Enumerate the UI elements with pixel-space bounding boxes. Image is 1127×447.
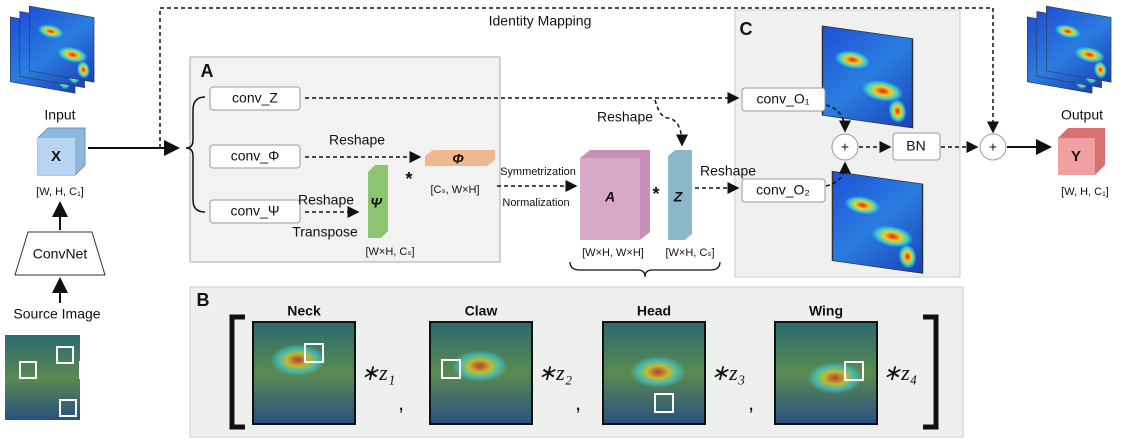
part-name: Claw: [465, 303, 498, 319]
bracket: [229, 314, 245, 430]
conv-box: [209, 86, 301, 111]
bn-box: [892, 132, 941, 161]
identity-arrow: [159, 7, 999, 148]
op: *: [652, 184, 659, 204]
conv-box: [741, 178, 826, 203]
conv-box: [209, 199, 301, 224]
conv-box: [741, 87, 826, 112]
source-label: Source Image: [13, 306, 100, 322]
coefficient: ∗z₄: [883, 360, 918, 385]
conv-label: conv_Φ: [231, 148, 280, 164]
separator: ,: [398, 390, 404, 415]
conv-label: conv_Ψ: [230, 203, 279, 219]
affinity-face: [580, 158, 640, 240]
panel-label: A: [201, 61, 214, 81]
symmetrization-label: Symmetrization: [500, 166, 576, 178]
output-label: Output: [1061, 107, 1103, 123]
phi-shape: [Cₛ, W×H]: [430, 184, 479, 196]
phi-bar: [425, 150, 495, 166]
input-label: Input: [44, 107, 75, 123]
reshape-label: Reshape: [700, 163, 756, 179]
phi-symbol: Φ: [452, 151, 464, 167]
z-shape: [W×H, Cₛ]: [665, 247, 714, 259]
conv-label: conv_Z: [232, 90, 278, 106]
part-box: [844, 361, 864, 381]
input-symbol: X: [51, 148, 61, 165]
plus-label: +: [841, 139, 849, 155]
part-box: [441, 359, 461, 379]
part-box: [654, 393, 674, 413]
part-name: Head: [637, 303, 671, 319]
brace: [185, 96, 206, 213]
part-name: Wing: [809, 303, 843, 319]
plus-node: [979, 133, 1007, 161]
part-box: [304, 343, 324, 363]
coefficient: ∗z₁: [361, 360, 396, 385]
affinity-shape: [W×H, W×H]: [582, 247, 644, 259]
psi-bar: [368, 165, 388, 238]
psi-symbol: Ψ: [370, 195, 383, 211]
affinity-symbol: A: [604, 189, 615, 205]
attention: [630, 356, 686, 388]
conv-label: conv_O₁: [757, 91, 810, 107]
z-bar: [668, 150, 692, 240]
bracket: [923, 314, 939, 430]
heatmap: [821, 25, 914, 129]
attention: [807, 362, 863, 394]
arrow: [825, 161, 851, 187]
output-heatmaps: [1027, 2, 1111, 96]
input-cube-face: [38, 138, 75, 175]
arrow: [825, 104, 851, 133]
output-symbol: Y: [1071, 148, 1081, 165]
attention: [452, 350, 508, 382]
identity-label: Identity Mapping: [489, 13, 592, 29]
normalization-label: Normalization: [502, 197, 569, 209]
conv-box: [209, 144, 301, 169]
coefficient: ∗z₃: [711, 360, 746, 385]
psi-shape: [W×H, Cₛ]: [365, 246, 414, 258]
input-heatmaps: [10, 2, 94, 96]
brace: [569, 261, 721, 278]
convnet-box: [14, 231, 106, 276]
conv-label: conv_O₂: [756, 182, 810, 198]
part-boxes: [19, 346, 97, 417]
heatmap: [831, 170, 924, 275]
z-symbol: Z: [673, 189, 683, 205]
convnet-label: ConvNet: [33, 246, 88, 262]
panel-label: C: [740, 19, 753, 39]
attention: [270, 344, 326, 376]
panel-label: B: [197, 290, 210, 310]
op: *: [405, 169, 412, 189]
reshape-label: Reshape: [329, 132, 385, 148]
separator: ,: [575, 390, 581, 415]
transpose-label: Transpose: [292, 224, 358, 240]
output-shape: [W, H, C₁]: [1061, 186, 1109, 198]
coefficient: ∗z₂: [538, 360, 573, 385]
arrow: [654, 99, 688, 147]
reshape-label: Reshape: [298, 192, 354, 208]
plus-node: [831, 133, 859, 161]
part-name: Neck: [287, 303, 321, 319]
reshape-label: Reshape: [597, 109, 653, 125]
parts: Neck ∗z₁, Claw ∗z₂, Head ∗z₃, Wing ∗z₄: [252, 303, 918, 425]
plus-label: +: [989, 139, 997, 155]
bn-label: BN: [906, 138, 925, 154]
input-shape: [W, H, C₁]: [36, 186, 84, 198]
source-image: [5, 335, 80, 420]
separator: ,: [748, 390, 754, 415]
output-cube-face: [1058, 138, 1095, 175]
